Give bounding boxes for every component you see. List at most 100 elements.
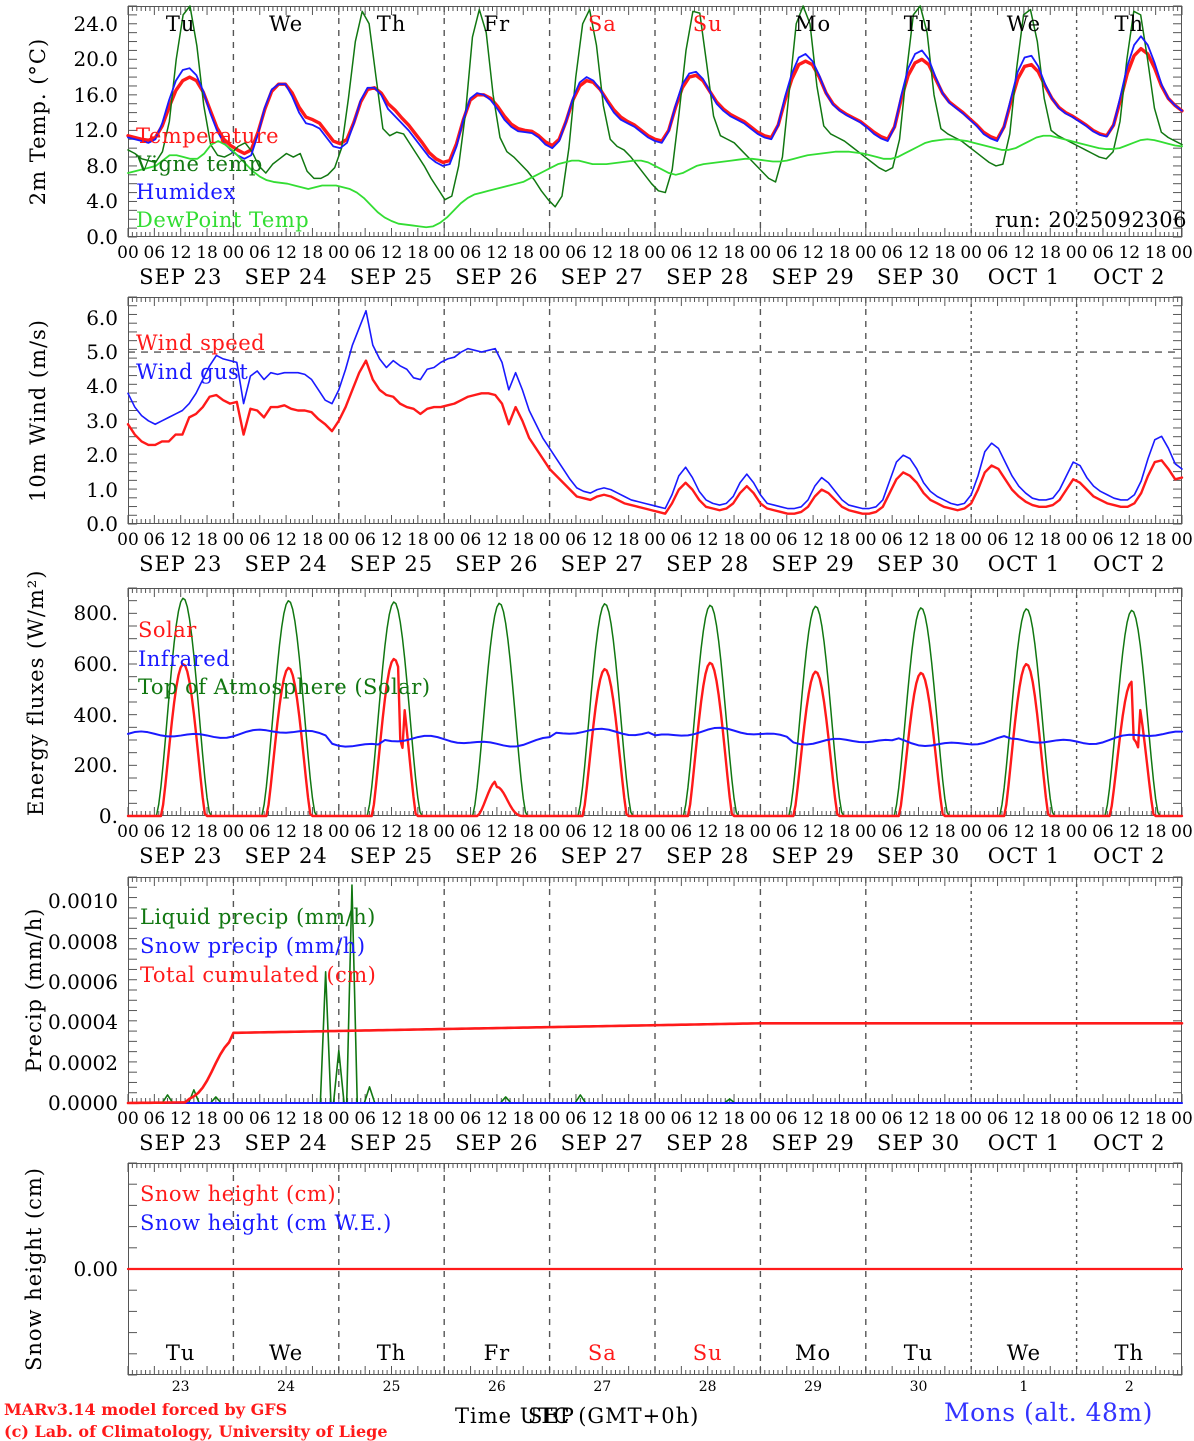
y-tick-label: 8.0 xyxy=(86,153,118,178)
y-tick-label: 1.0 xyxy=(86,477,118,502)
hour-tick-label: 12 xyxy=(907,243,930,263)
weekday-label-bottom: We xyxy=(268,1341,304,1365)
day-number-label: 27 xyxy=(593,1379,612,1395)
hour-tick-label: 12 xyxy=(1013,1109,1035,1129)
hour-tick-label: 18 xyxy=(196,822,218,842)
run-label: run: 2025092306 xyxy=(995,208,1187,232)
hour-tick-label: 18 xyxy=(512,243,535,263)
hour-tick-label: 12 xyxy=(696,822,719,842)
hour-tick-label: 00 xyxy=(749,1109,772,1129)
date-label: SEP 29 xyxy=(771,552,855,576)
hour-tick-label: 00 xyxy=(538,243,561,263)
hour-tick-label: 18 xyxy=(934,530,956,550)
hour-tick-label: 18 xyxy=(301,822,324,842)
wind-panel xyxy=(126,296,1184,525)
day-number-label: 25 xyxy=(382,1379,401,1395)
hour-tick-label: 00 xyxy=(222,243,245,263)
hour-tick-label: 18 xyxy=(617,1109,640,1129)
day-number-label: 1 xyxy=(1019,1379,1029,1395)
hour-tick-label: 00 xyxy=(1171,822,1193,842)
hour-tick-label: 00 xyxy=(433,1109,456,1129)
date-label: SEP 30 xyxy=(876,552,961,576)
y-tick-label: 5.0 xyxy=(86,340,118,365)
hour-tick-label: 18 xyxy=(934,1109,956,1129)
hour-tick-label: 00 xyxy=(644,822,666,842)
hour-tick-label: 00 xyxy=(327,822,350,842)
hour-tick-label: 00 xyxy=(117,822,139,842)
hour-tick-label: 18 xyxy=(512,530,535,550)
date-label: SEP 25 xyxy=(349,552,434,576)
legend-snow-height-we: Snow height (cm W.E.) xyxy=(140,1211,392,1235)
hour-tick-label: 00 xyxy=(644,243,666,263)
hour-tick-label: 00 xyxy=(960,530,983,550)
hour-tick-label: 12 xyxy=(1013,243,1035,263)
day-number-label: 23 xyxy=(171,1379,190,1395)
hour-tick-label: 00 xyxy=(854,822,877,842)
hour-tick-label: 06 xyxy=(670,243,693,263)
hour-tick-label: 00 xyxy=(1171,530,1193,550)
hour-tick-label: 12 xyxy=(169,822,192,842)
hour-tick-label: 00 xyxy=(1171,1109,1193,1129)
hour-tick-label: 18 xyxy=(1144,822,1167,842)
hour-tick-label: 18 xyxy=(301,1109,324,1129)
hour-tick-label: 00 xyxy=(538,1109,561,1129)
hour-tick-label: 18 xyxy=(196,530,218,550)
date-label: OCT 2 xyxy=(1093,265,1166,289)
hour-tick-label: 12 xyxy=(380,243,403,263)
hour-tick-label: 06 xyxy=(1092,530,1114,550)
hour-tick-label: 12 xyxy=(486,530,508,550)
weekday-label-top: Sa xyxy=(587,12,617,36)
hour-tick-label: 12 xyxy=(169,1109,192,1129)
hour-tick-label: 18 xyxy=(407,243,429,263)
credit-line-2: (c) Lab. of Climatology, University of L… xyxy=(4,1422,388,1441)
hour-tick-label: 12 xyxy=(591,822,614,842)
y-tick-label: 4.0 xyxy=(86,374,118,399)
hour-tick-label: 06 xyxy=(986,1109,1009,1129)
hour-tick-label: 00 xyxy=(327,1109,350,1129)
hour-tick-label: 00 xyxy=(327,243,350,263)
date-label: OCT 2 xyxy=(1093,1131,1166,1155)
energy-chart-svg xyxy=(126,587,1184,818)
hour-tick-label: 12 xyxy=(169,530,192,550)
date-label: SEP 26 xyxy=(455,552,539,576)
hour-tick-label: 00 xyxy=(117,1109,139,1129)
hour-tick-label: 06 xyxy=(248,1109,271,1129)
weekday-label-top: Su xyxy=(692,12,723,36)
date-label: SEP 23 xyxy=(139,844,223,868)
hour-tick-label: 06 xyxy=(881,822,903,842)
hour-tick-label: 12 xyxy=(1118,822,1141,842)
legend-wind-speed: Wind speed xyxy=(136,331,266,355)
hour-tick-label: 12 xyxy=(907,822,930,842)
weekday-label-top: We xyxy=(268,12,304,36)
hour-tick-label: 06 xyxy=(881,243,903,263)
hour-tick-label: 00 xyxy=(749,530,772,550)
hour-tick-label: 12 xyxy=(907,530,930,550)
hour-tick-label: 06 xyxy=(881,530,903,550)
hour-tick-label: 18 xyxy=(1039,530,1062,550)
hour-tick-label: 12 xyxy=(486,243,508,263)
hour-tick-label: 00 xyxy=(1065,530,1088,550)
date-label: SEP 24 xyxy=(244,1131,328,1155)
date-label: SEP 28 xyxy=(666,265,750,289)
date-label: SEP 29 xyxy=(771,844,855,868)
hour-tick-label: 06 xyxy=(459,1109,482,1129)
hour-tick-label: 12 xyxy=(591,243,614,263)
hour-tick-label: 18 xyxy=(1039,1109,1062,1129)
hour-tick-label: 06 xyxy=(565,822,587,842)
hour-tick-label: 12 xyxy=(802,530,824,550)
y-tick-label: 400. xyxy=(73,702,118,727)
hour-tick-label: 12 xyxy=(1013,530,1035,550)
y-tick-label: 0. xyxy=(98,804,118,828)
legend-total-cumul: Total cumulated (cm) xyxy=(140,963,377,987)
time-axis-title: Time UTC (GMT+0h) xyxy=(455,1404,700,1428)
hour-tick-label: 12 xyxy=(169,243,192,263)
hour-tick-label: 12 xyxy=(802,243,824,263)
hour-tick-label: 06 xyxy=(459,243,482,263)
station-label: Mons (alt. 48m) xyxy=(944,1398,1153,1427)
hour-tick-label: 12 xyxy=(1013,822,1035,842)
date-label: OCT 1 xyxy=(987,552,1061,576)
hour-tick-label: 06 xyxy=(248,822,271,842)
y-tick-label: 0.0 xyxy=(86,225,118,249)
weekday-label-bottom: Sa xyxy=(587,1341,617,1365)
hour-tick-label: 18 xyxy=(723,243,745,263)
